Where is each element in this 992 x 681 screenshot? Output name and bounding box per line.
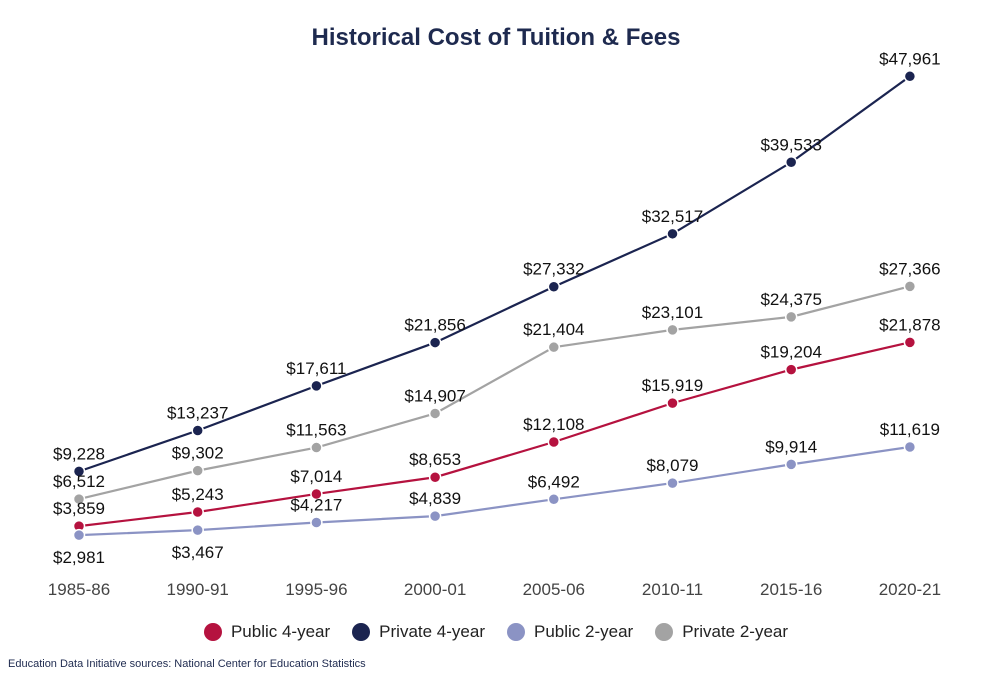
legend-item-private-4-year[interactable]: Private 4-year — [352, 622, 485, 642]
series-line-private-2-year — [78, 285, 911, 501]
data-point-private-4-year[interactable] — [310, 379, 323, 393]
series-points — [72, 70, 917, 542]
legend-marker — [203, 623, 222, 641]
data-point-public-2-year[interactable] — [72, 528, 86, 542]
data-point-public-2-year[interactable] — [310, 516, 323, 529]
data-point-public-4-year[interactable] — [547, 435, 561, 449]
data-label: $6,492 — [528, 472, 580, 491]
data-label: $17,611 — [286, 359, 346, 378]
legend-label: Private 2-year — [682, 622, 789, 641]
legend-label: Public 4-year — [230, 622, 331, 641]
data-point-public-4-year[interactable] — [428, 470, 442, 484]
legend-item-public-2-year[interactable]: Public 2-year — [507, 622, 633, 642]
data-label: $21,878 — [879, 315, 940, 334]
data-label: $13,237 — [167, 403, 228, 422]
data-label: $8,079 — [647, 456, 699, 475]
data-point-private-2-year[interactable] — [784, 310, 798, 324]
series-line-public-2-year — [78, 445, 911, 537]
data-label: $11,619 — [880, 420, 940, 439]
data-point-public-2-year[interactable] — [428, 509, 442, 523]
data-point-private-2-year[interactable] — [72, 492, 86, 506]
data-point-public-2-year[interactable] — [784, 458, 798, 471]
data-label: $9,302 — [172, 444, 224, 463]
x-tick-label: 1985-86 — [48, 580, 110, 599]
source-note: Education Data Initiative sources: Natio… — [8, 658, 366, 670]
data-label: $3,467 — [172, 543, 224, 562]
data-label: $24,375 — [760, 290, 821, 309]
data-label: $11,563 — [286, 421, 346, 440]
data-label: $15,919 — [642, 376, 703, 395]
x-tick-label: 2000-01 — [404, 580, 466, 599]
data-point-private-2-year[interactable] — [903, 280, 917, 293]
legend-marker — [655, 623, 674, 641]
x-tick-label: 1990-91 — [167, 580, 229, 599]
data-label: $3,859 — [53, 499, 105, 518]
data-label: $5,243 — [172, 485, 224, 504]
legend-item-private-2-year[interactable]: Private 2-year — [655, 622, 788, 642]
data-point-private-2-year[interactable] — [428, 407, 442, 420]
data-point-public-4-year[interactable] — [191, 505, 204, 519]
x-tick-label: 2020-21 — [879, 580, 941, 599]
data-point-private-2-year[interactable] — [191, 464, 204, 477]
data-label: $14,907 — [404, 386, 465, 405]
data-label: $7,014 — [290, 467, 342, 486]
legend-label: Public 2-year — [534, 622, 634, 641]
data-label: $12,108 — [523, 415, 584, 434]
data-point-private-2-year[interactable] — [666, 323, 679, 337]
legend-marker — [507, 623, 525, 641]
data-label: $4,839 — [409, 489, 461, 508]
data-point-public-4-year[interactable] — [903, 336, 917, 349]
data-point-private-4-year[interactable] — [666, 227, 679, 241]
data-point-public-4-year[interactable] — [310, 487, 323, 501]
data-label: $23,101 — [642, 303, 703, 322]
data-point-public-2-year[interactable] — [547, 493, 561, 506]
legend-label: Private 4-year — [379, 622, 485, 641]
x-axis-tick-labels: 1985-86 1990-91 1995-96 2000-01 2005-06 2010-… — [48, 580, 941, 599]
x-tick-label: 2010-11 — [642, 580, 703, 599]
chart-title: Historical Cost of Tuition & Fees — [311, 24, 681, 51]
data-label: $19,204 — [760, 343, 821, 362]
data-point-private-2-year[interactable] — [310, 441, 323, 454]
data-point-private-4-year[interactable] — [547, 280, 561, 293]
data-point-public-4-year[interactable] — [784, 363, 798, 376]
data-point-public-2-year[interactable] — [903, 440, 917, 454]
series-line-public-4-year — [78, 341, 911, 528]
data-label: $9,228 — [53, 444, 105, 463]
data-label: $8,653 — [409, 450, 461, 469]
data-label: $9,914 — [765, 437, 817, 456]
data-label: $21,856 — [404, 316, 465, 335]
data-label: $39,533 — [760, 135, 821, 154]
data-point-private-4-year[interactable] — [191, 424, 204, 437]
data-label: $32,517 — [642, 207, 703, 226]
data-label: $27,332 — [523, 260, 584, 279]
x-tick-label: 1995-96 — [285, 580, 347, 599]
data-point-private-4-year[interactable] — [72, 465, 86, 478]
data-point-public-4-year[interactable] — [666, 396, 679, 410]
data-point-private-2-year[interactable] — [547, 340, 561, 354]
data-point-public-2-year[interactable] — [666, 476, 679, 490]
data-label: $47,961 — [879, 49, 940, 68]
data-label: $27,366 — [879, 259, 940, 278]
series-line-private-4-year — [78, 75, 911, 473]
data-label: $2,981 — [53, 548, 105, 567]
data-point-private-4-year[interactable] — [784, 156, 798, 169]
legend: Public 4-year Private 4-year Public 2-ye… — [0, 622, 992, 642]
legend-item-public-4-year[interactable]: Public 4-year — [203, 622, 331, 642]
x-tick-label: 2015-16 — [760, 580, 822, 599]
data-point-public-2-year[interactable] — [191, 523, 204, 537]
data-point-private-4-year[interactable] — [428, 336, 442, 349]
data-label: $4,217 — [290, 495, 342, 514]
data-label: $6,512 — [53, 472, 105, 491]
series-lines — [78, 75, 911, 537]
data-label: $21,404 — [523, 320, 584, 339]
legend-marker — [352, 623, 371, 641]
x-tick-label: 2005-06 — [523, 580, 585, 599]
data-point-private-4-year[interactable] — [903, 70, 917, 83]
data-labels: $3,859 $5,243 $7,014 $8,653 $12,108 $15,919 $1… — [53, 49, 941, 567]
